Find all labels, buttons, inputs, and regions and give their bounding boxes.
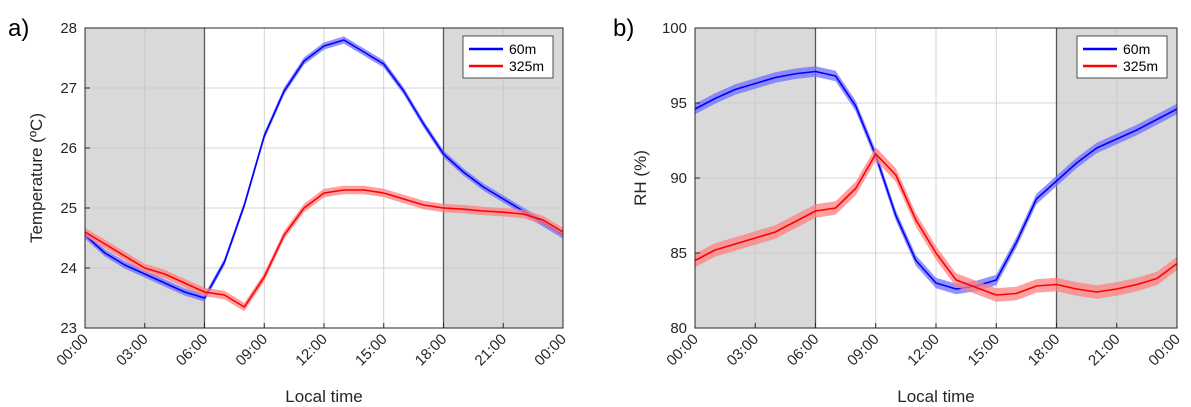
panel-label: a) bbox=[8, 15, 29, 42]
x-axis-title: Local time bbox=[897, 387, 974, 406]
x-tick-label: 15:00 bbox=[965, 331, 1004, 370]
x-tick-label: 06:00 bbox=[784, 331, 823, 370]
y-tick-label: 28 bbox=[60, 20, 77, 37]
legend-label-60m: 60m bbox=[509, 41, 536, 57]
y-tick-label: 26 bbox=[60, 140, 77, 157]
y-tick-label: 27 bbox=[60, 80, 77, 97]
x-tick-label: 06:00 bbox=[173, 331, 212, 370]
y-tick-label: 95 bbox=[670, 95, 687, 112]
y-tick-label: 85 bbox=[670, 245, 687, 262]
y-axis-title: RH (%) bbox=[631, 150, 650, 206]
y-tick-label: 90 bbox=[670, 170, 687, 187]
y-tick-label: 80 bbox=[670, 320, 687, 337]
series-band-60m bbox=[695, 66, 1177, 295]
legend-label-325m: 325m bbox=[1123, 58, 1158, 74]
x-tick-label: 18:00 bbox=[412, 331, 451, 370]
legend-label-325m: 325m bbox=[509, 58, 544, 74]
y-tick-label: 23 bbox=[60, 320, 77, 337]
panel-label: b) bbox=[613, 15, 634, 42]
y-tick-label: 24 bbox=[60, 260, 77, 277]
humidity-panel: 80 85 90 95 100 00:00 03:00 06:00 09:00 12:00 15:0… bbox=[613, 15, 1184, 406]
x-tick-label: 12:00 bbox=[904, 331, 943, 370]
x-tick-label: 12:00 bbox=[292, 331, 331, 370]
legend-label-60m: 60m bbox=[1123, 41, 1150, 57]
x-tick-label: 03:00 bbox=[724, 331, 763, 370]
y-tick-label: 100 bbox=[662, 20, 687, 37]
x-tick-label: 03:00 bbox=[113, 331, 152, 370]
x-tick-label: 21:00 bbox=[472, 331, 511, 370]
y-axis-title: Temperature (ºC) bbox=[27, 113, 46, 243]
x-tick-label: 00:00 bbox=[531, 331, 570, 370]
temperature-panel: 23 24 25 26 27 28 00:00 03:00 06:00 09:00 12:00 15:… bbox=[8, 15, 570, 406]
x-tick-label: 00:00 bbox=[1145, 331, 1184, 370]
x-tick-label: 18:00 bbox=[1025, 331, 1064, 370]
x-tick-label: 21:00 bbox=[1085, 331, 1124, 370]
legend-box bbox=[462, 35, 554, 79]
x-axis-title: Local time bbox=[285, 387, 362, 406]
x-tick-label: 09:00 bbox=[844, 331, 883, 370]
x-tick-label: 09:00 bbox=[233, 331, 272, 370]
y-tick-label: 25 bbox=[60, 200, 77, 217]
legend-box bbox=[1076, 35, 1168, 79]
x-tick-label: 15:00 bbox=[352, 331, 391, 370]
